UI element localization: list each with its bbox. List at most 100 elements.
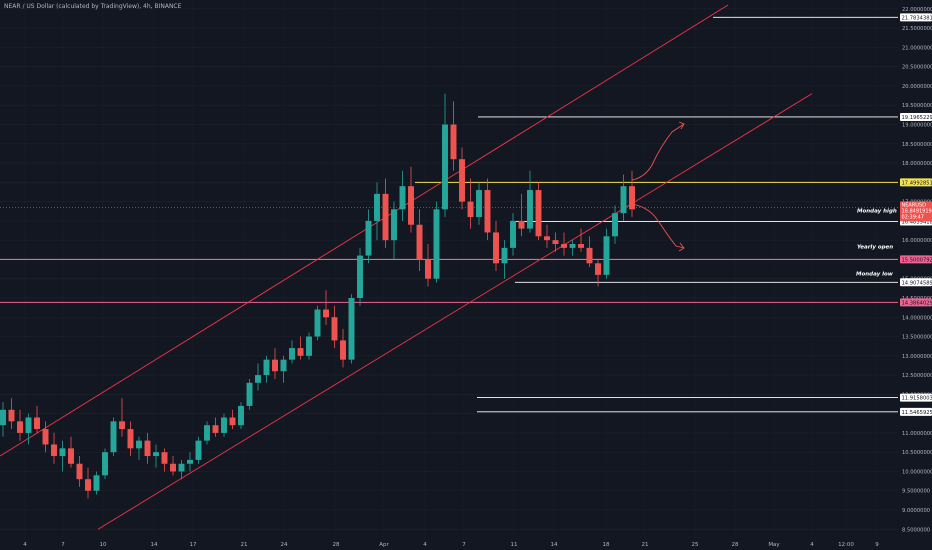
candle-body bbox=[280, 359, 287, 372]
candle-body bbox=[212, 425, 219, 433]
candle bbox=[578, 228, 584, 252]
candle bbox=[323, 290, 329, 325]
price-tick-label: 20.5000000 bbox=[902, 65, 932, 71]
time-tick-label: 14 bbox=[551, 542, 558, 548]
down-projection-arrow bbox=[631, 203, 685, 249]
price-tick-label: 10.0000000 bbox=[902, 469, 932, 475]
candle-body bbox=[578, 244, 584, 248]
candle bbox=[153, 444, 159, 468]
candle bbox=[501, 240, 508, 279]
candle-body bbox=[425, 259, 431, 279]
candle bbox=[416, 209, 423, 271]
candle-body bbox=[467, 201, 474, 218]
candle-body bbox=[459, 159, 465, 202]
price-level-label: 19.19652295 bbox=[902, 115, 932, 121]
time-tick-label: 7 bbox=[462, 542, 466, 548]
candle-body bbox=[348, 297, 355, 360]
candle bbox=[408, 166, 414, 233]
channel-line bbox=[97, 93, 813, 530]
price-tick-label: 8.5000000 bbox=[902, 527, 930, 533]
candle-body bbox=[102, 452, 108, 476]
price-level-badge bbox=[900, 298, 932, 307]
candle-body bbox=[510, 220, 516, 248]
annotations: Monday high Yearly open Monday low bbox=[856, 208, 897, 277]
candle-body bbox=[68, 448, 74, 464]
candle bbox=[34, 405, 40, 433]
price-axis-labels: 21.7834381 19.19652295 17.49928514 16.48394… bbox=[900, 13, 932, 416]
candle bbox=[127, 421, 134, 457]
price-tick-label: 9.0000000 bbox=[902, 508, 930, 514]
price-level-badge bbox=[900, 178, 932, 187]
current-price-countdown: 02:39:47 bbox=[902, 214, 924, 220]
candle-body bbox=[561, 244, 567, 248]
candle bbox=[280, 355, 287, 383]
candle-body bbox=[340, 340, 346, 360]
candle-body bbox=[34, 417, 40, 430]
candle-body bbox=[289, 348, 295, 360]
candle bbox=[59, 440, 66, 472]
candle-body bbox=[374, 193, 380, 221]
candle-body bbox=[272, 359, 278, 372]
price-tick-label: 21.5000000 bbox=[902, 26, 932, 32]
candle bbox=[620, 174, 627, 221]
candle-body bbox=[595, 263, 601, 275]
price-level-badge bbox=[900, 393, 932, 402]
time-tick-label: May bbox=[768, 542, 780, 548]
candle bbox=[255, 363, 261, 391]
candles bbox=[0, 93, 635, 499]
candle bbox=[442, 93, 448, 218]
candle bbox=[331, 305, 338, 349]
channel-line bbox=[0, 4, 729, 457]
time-axis[interactable]: 4 7 10 14 17 21 24 28 Apr 4 7 11 14 18 21 25 28 May 4 12:00… bbox=[23, 542, 879, 548]
price-level-label: 11.91580038 bbox=[902, 396, 932, 402]
candle-body bbox=[552, 240, 559, 245]
price-tick-label: 21.0000000 bbox=[902, 45, 932, 51]
price-tick-label: 18.0000000 bbox=[902, 161, 932, 167]
candle-body bbox=[195, 440, 202, 460]
candle bbox=[195, 436, 202, 464]
candle-body bbox=[527, 190, 533, 229]
price-axis-panel[interactable] bbox=[898, 0, 932, 538]
candle-body bbox=[0, 409, 6, 426]
candle bbox=[357, 247, 363, 306]
current-price-value: 16.84919190 bbox=[902, 208, 932, 214]
candle-body bbox=[357, 255, 363, 298]
time-tick-label: 21 bbox=[642, 542, 649, 548]
current-price-badge bbox=[900, 201, 932, 222]
candle-body bbox=[8, 409, 15, 422]
candle-body bbox=[544, 236, 550, 241]
candle-body bbox=[136, 440, 142, 449]
candle-body bbox=[314, 309, 321, 337]
price-level-badge bbox=[900, 112, 932, 121]
candle bbox=[586, 236, 593, 268]
annotation-label: Monday high bbox=[857, 208, 897, 214]
candle bbox=[263, 355, 270, 383]
candle bbox=[144, 432, 151, 464]
candle-body bbox=[603, 236, 610, 275]
candle bbox=[612, 205, 618, 245]
candle-body bbox=[442, 124, 448, 210]
candle bbox=[272, 348, 278, 379]
candle-body bbox=[382, 193, 389, 241]
candle-body bbox=[569, 244, 576, 248]
candle bbox=[535, 182, 542, 241]
candle-body bbox=[476, 190, 482, 218]
candle bbox=[238, 402, 244, 430]
candle bbox=[595, 259, 601, 287]
price-level-label: 21.7834381 bbox=[902, 15, 932, 21]
candle-body bbox=[119, 421, 125, 430]
candle bbox=[187, 452, 193, 472]
price-tick-label: 20.0000000 bbox=[902, 84, 932, 90]
candle-body bbox=[501, 247, 508, 264]
candle-body bbox=[59, 448, 66, 457]
current-price-symbol: NEARUSD bbox=[902, 202, 927, 208]
candle bbox=[42, 421, 49, 453]
price-level-badge bbox=[900, 13, 932, 22]
time-tick-label: 21 bbox=[241, 542, 248, 548]
candle-body bbox=[323, 309, 329, 318]
candle bbox=[8, 398, 15, 430]
candle bbox=[76, 456, 83, 487]
